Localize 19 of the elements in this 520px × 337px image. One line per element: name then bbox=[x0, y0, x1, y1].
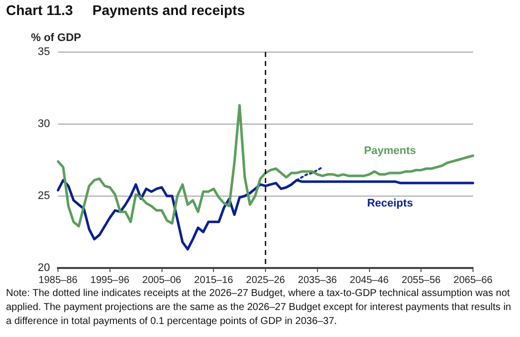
x-tick-label: 2045–46 bbox=[350, 274, 390, 286]
x-tick-label: 2015–16 bbox=[194, 274, 234, 286]
x-tick-label: 2005–06 bbox=[142, 274, 182, 286]
y-tick-label: 35 bbox=[38, 46, 50, 58]
y-tick-label: 25 bbox=[38, 190, 50, 202]
y-tick-label: 30 bbox=[38, 118, 50, 130]
line-series bbox=[296, 166, 324, 182]
x-tick-label: 1985–86 bbox=[38, 274, 78, 286]
x-tick-label: 1995–96 bbox=[90, 274, 130, 286]
x-tick-label: 2025–26 bbox=[246, 274, 286, 286]
text: Note: The dotted line indicates receipts at the 2026–27 Budget, where a tax-to-GDP technical assumption was not applied. The payment projections are the same as the 2026–27 Budget except for interest payments that results in a difference in total payments of 0.1 percentage points of GDP in 2036–37. bbox=[6, 287, 512, 329]
y-axis-title: % of GDP bbox=[31, 32, 82, 44]
series-label: Payments bbox=[364, 144, 416, 157]
x-tick-label: 2035–36 bbox=[298, 274, 338, 286]
series-label: Receipts bbox=[367, 198, 413, 210]
chart-title: Chart 11.3 Payments and receipts bbox=[6, 2, 245, 18]
x-tick-label: 2065–66 bbox=[454, 274, 493, 286]
x-tick-label: 2055–56 bbox=[402, 274, 442, 286]
y-tick-label: 20 bbox=[38, 262, 50, 274]
